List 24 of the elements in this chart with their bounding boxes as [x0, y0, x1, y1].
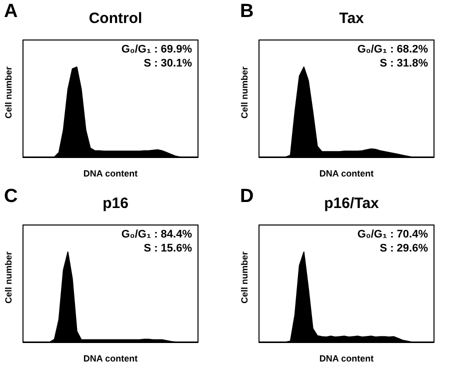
chart-title: Control: [88, 10, 142, 27]
text: B: [240, 1, 254, 22]
text: G₀/G₁ : 69.9%: [121, 44, 192, 56]
annotation: S : 30.1%: [144, 58, 192, 70]
chart-title: Tax: [339, 10, 365, 27]
text: G₀/G₁ : 84.4%: [121, 228, 192, 240]
annotation: S : 15.6%: [144, 242, 192, 254]
text: G₀/G₁ : 70.4%: [357, 228, 428, 240]
y-axis-title: Cell number: [4, 251, 14, 304]
text: A: [4, 1, 18, 22]
x-axis-title: DNA content: [83, 354, 138, 364]
x-axis-title: DNA content: [83, 168, 138, 178]
text: C: [4, 186, 18, 207]
chart-title: p16/Tax: [324, 195, 380, 212]
text: D: [240, 186, 254, 207]
x-axis-title: DNA content: [319, 168, 374, 178]
y-axis-title: Cell number: [240, 66, 250, 119]
annotation: S : 29.6%: [380, 242, 428, 254]
annotation: S : 31.8%: [380, 58, 428, 70]
chart-title: p16: [102, 195, 128, 212]
y-axis-title: Cell number: [4, 66, 14, 119]
x-axis-title: DNA content: [319, 354, 374, 364]
y-axis-title: Cell number: [240, 251, 250, 304]
text: G₀/G₁ : 68.2%: [357, 44, 428, 56]
